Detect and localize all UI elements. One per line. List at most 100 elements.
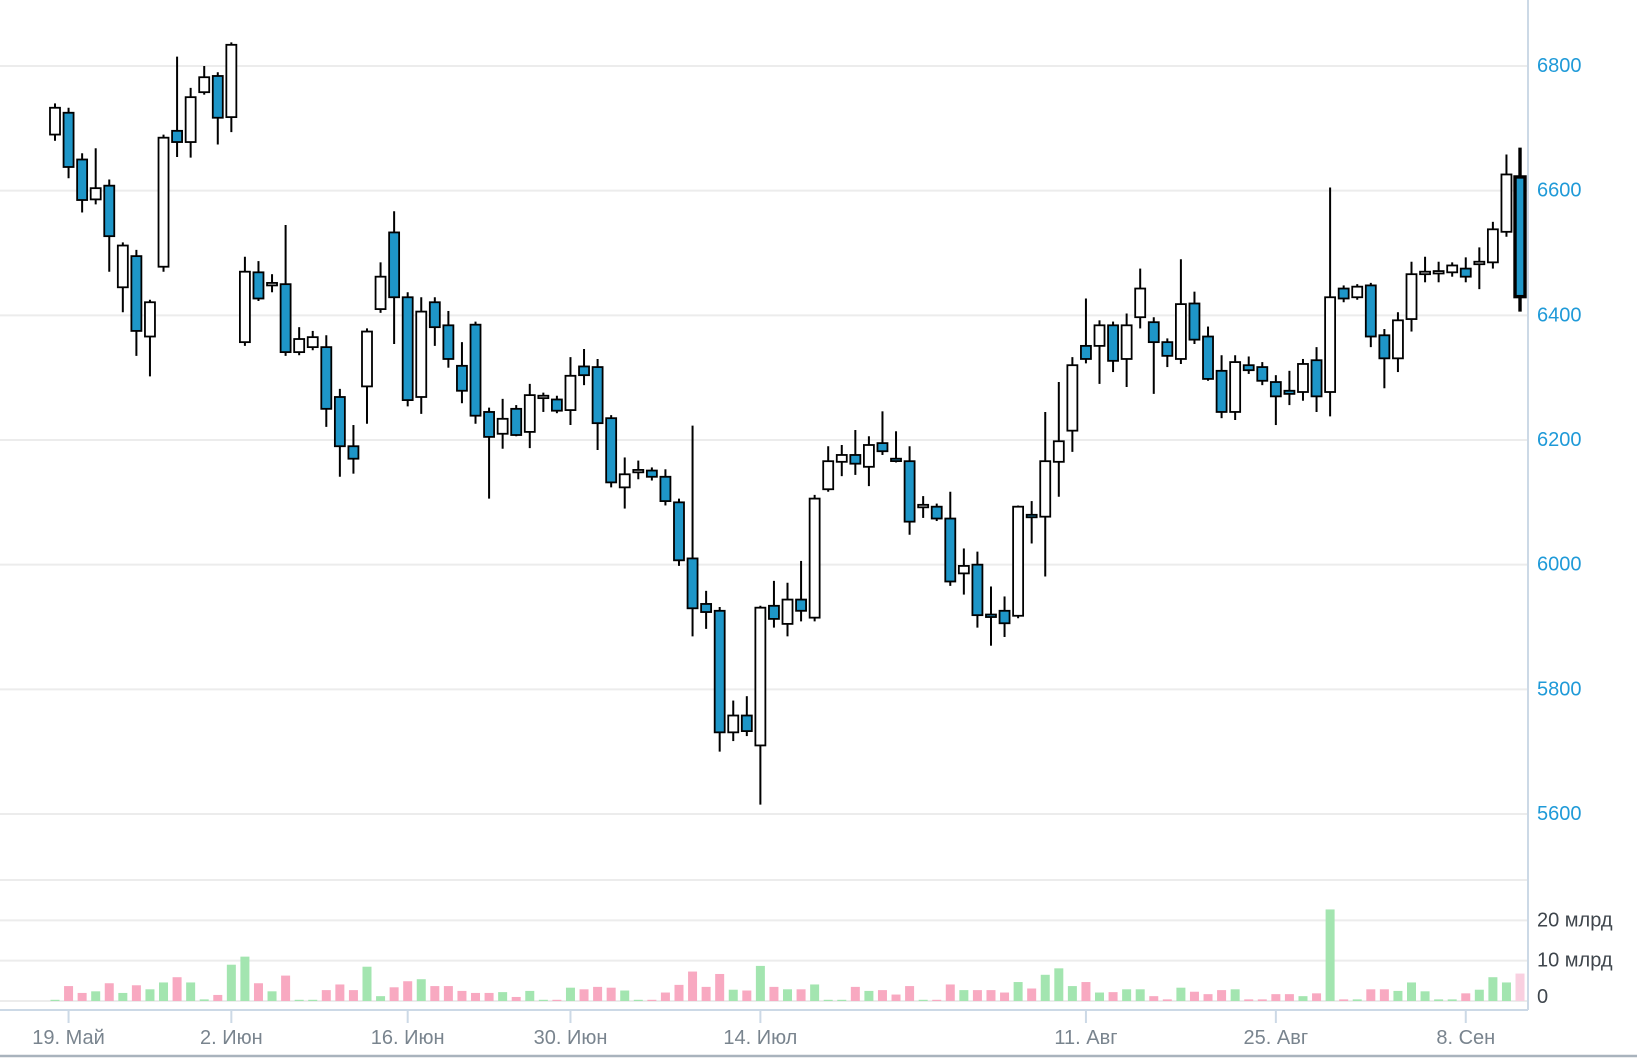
volume-bar[interactable] <box>1271 994 1281 1001</box>
candlestick[interactable] <box>306 330 319 351</box>
candlestick[interactable] <box>1161 338 1174 368</box>
candlestick[interactable] <box>1229 355 1242 421</box>
volume-bar[interactable] <box>1217 990 1227 1001</box>
volume-bar[interactable] <box>1407 982 1416 1001</box>
candlestick[interactable] <box>171 56 183 158</box>
candlestick[interactable] <box>917 496 930 518</box>
candlestick[interactable] <box>144 299 156 377</box>
candlestick[interactable] <box>279 224 292 356</box>
candlestick[interactable] <box>822 446 835 492</box>
candlestick[interactable] <box>808 494 821 622</box>
candlestick[interactable] <box>49 103 61 141</box>
candlestick[interactable] <box>673 498 685 566</box>
candlestick[interactable] <box>903 446 916 535</box>
candlestick[interactable] <box>781 582 794 637</box>
candlestick[interactable] <box>1215 355 1228 419</box>
candlestick[interactable] <box>1269 375 1282 426</box>
volume-bar[interactable] <box>918 999 928 1001</box>
candlestick[interactable] <box>401 292 414 407</box>
volume-bar[interactable] <box>308 999 318 1001</box>
volume-bar[interactable] <box>1135 989 1145 1001</box>
candlestick[interactable] <box>1107 321 1119 373</box>
candlestick[interactable] <box>1500 154 1513 237</box>
candlestick[interactable] <box>727 700 740 742</box>
candlestick[interactable] <box>1446 262 1459 277</box>
candlestick[interactable] <box>578 348 590 386</box>
candlestick[interactable] <box>659 469 672 506</box>
volume-bar[interactable] <box>633 999 643 1001</box>
candlestick[interactable] <box>1242 356 1255 374</box>
candlestick[interactable] <box>686 425 699 637</box>
candlestick[interactable] <box>849 430 862 475</box>
candlestick[interactable] <box>1378 329 1391 389</box>
candlestick[interactable] <box>1364 282 1377 348</box>
volume-bar[interactable] <box>1434 999 1444 1001</box>
volume-bar[interactable] <box>1284 994 1294 1001</box>
volume-bar[interactable] <box>1149 996 1159 1001</box>
volume-bar[interactable] <box>416 979 426 1001</box>
candlestick[interactable] <box>537 392 550 412</box>
volume-bar[interactable] <box>1054 968 1064 1001</box>
candlestick[interactable] <box>957 548 970 595</box>
volume-bar[interactable] <box>660 992 670 1001</box>
volume-bar[interactable] <box>240 956 250 1001</box>
volume-bar[interactable] <box>267 991 277 1001</box>
volume-bar[interactable] <box>498 992 508 1001</box>
volume-bar[interactable] <box>783 989 793 1001</box>
candlestick[interactable] <box>415 297 428 414</box>
candlestick[interactable] <box>252 261 265 301</box>
candlestick[interactable] <box>510 405 523 437</box>
volume-bar[interactable] <box>891 994 901 1001</box>
volume-bar[interactable] <box>1501 982 1511 1001</box>
candlestick[interactable] <box>1405 261 1418 332</box>
volume-bar[interactable] <box>145 989 155 1001</box>
candlestick[interactable] <box>1093 320 1106 384</box>
candlestick[interactable] <box>1134 268 1147 329</box>
volume-bar[interactable] <box>1203 994 1213 1001</box>
volume-bar[interactable] <box>905 986 915 1001</box>
candlestick[interactable] <box>564 357 577 426</box>
volume-bar[interactable] <box>226 964 236 1001</box>
volume-bar[interactable] <box>1162 999 1172 1001</box>
candlestick[interactable] <box>632 460 645 480</box>
candlestick[interactable] <box>1012 505 1025 619</box>
volume-bar[interactable] <box>755 965 765 1001</box>
candlestick[interactable] <box>374 262 387 313</box>
volume-bar[interactable] <box>1352 999 1362 1001</box>
volume-bar[interactable] <box>1189 991 1199 1001</box>
volume-bar[interactable] <box>972 990 982 1001</box>
candlestick[interactable] <box>1120 313 1133 388</box>
candlestick[interactable] <box>876 411 889 455</box>
candlestick[interactable] <box>496 398 509 449</box>
candlestick[interactable] <box>293 327 306 356</box>
candlestick[interactable] <box>591 358 604 450</box>
candlestick[interactable] <box>1025 501 1038 544</box>
volume-bar[interactable] <box>253 983 263 1001</box>
volume-bar[interactable] <box>1040 974 1050 1001</box>
candlestick[interactable] <box>1066 357 1079 452</box>
candlestick[interactable] <box>1351 284 1364 300</box>
candlestick[interactable] <box>1337 285 1350 303</box>
candlestick[interactable] <box>1147 317 1160 394</box>
volume-bar[interactable] <box>321 990 331 1001</box>
volume-bar[interactable] <box>376 996 386 1001</box>
volume-bar[interactable] <box>104 983 114 1001</box>
candlestick[interactable] <box>1419 256 1431 283</box>
candlestick[interactable] <box>1080 298 1092 364</box>
volume-bar[interactable] <box>1257 999 1267 1001</box>
candlestick[interactable] <box>1039 411 1052 577</box>
volume-bar[interactable] <box>525 990 535 1001</box>
volume-bar[interactable] <box>403 981 413 1001</box>
volume-bar[interactable] <box>50 999 60 1001</box>
candlestick[interactable] <box>266 274 278 293</box>
volume-bar[interactable] <box>348 990 358 1001</box>
candlestick[interactable] <box>388 211 401 345</box>
candlestick[interactable] <box>863 436 875 487</box>
candlestick[interactable] <box>1324 187 1337 417</box>
candlestick[interactable] <box>456 342 468 404</box>
volume-bar[interactable] <box>959 990 969 1001</box>
candlestick[interactable] <box>890 431 902 463</box>
volume-bar[interactable] <box>118 992 128 1001</box>
candlestick[interactable] <box>1513 147 1527 312</box>
